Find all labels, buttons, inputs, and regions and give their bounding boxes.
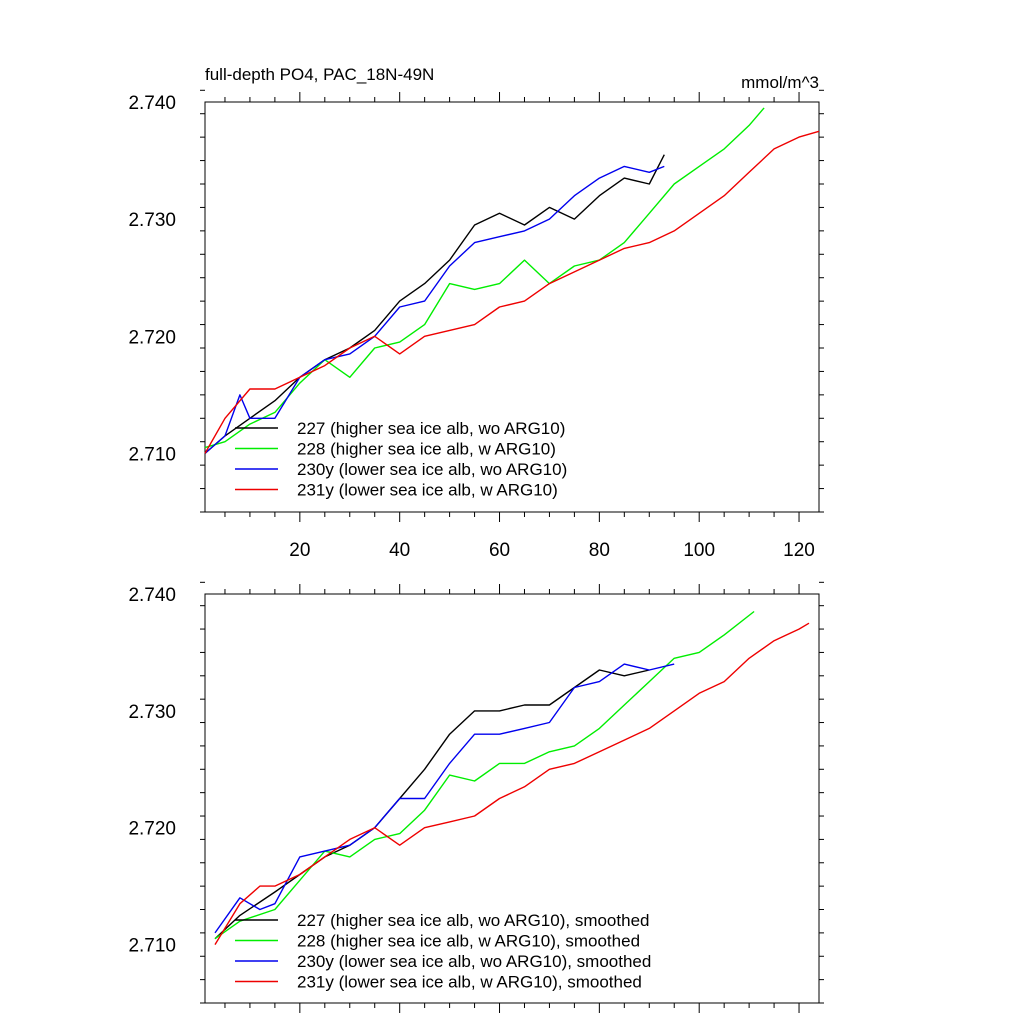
legend-label: 231y (lower sea ice alb, w ARG10), smoot… <box>297 973 642 992</box>
plot-frame <box>204 593 820 1004</box>
x-tick-label: 40 <box>389 540 410 561</box>
x-tick-label: 120 <box>783 540 815 561</box>
series-line-230y <box>214 663 675 934</box>
series-line-228 <box>214 610 755 940</box>
y-tick-label: 2.720 <box>128 327 176 348</box>
legend-label: 228 (higher sea ice alb, w ARG10), smoot… <box>297 932 640 951</box>
units-label: mmol/m^3 <box>741 73 819 92</box>
x-tick-label: 100 <box>683 540 715 561</box>
legend-label: 227 (higher sea ice alb, wo ARG10), smoo… <box>297 911 649 930</box>
series-line-231y <box>204 130 820 454</box>
legend-label: 230y (lower sea ice alb, wo ARG10) <box>297 460 567 479</box>
legend-label: 227 (higher sea ice alb, wo ARG10) <box>297 419 565 438</box>
panel-top: 2.710 2.720 2.730 2.740 20 40 60 80 100 120 227 (h… <box>128 89 824 561</box>
panel-bottom: 2.710 2.720 2.730 2.740 227 (higher sea ice … <box>128 581 824 1013</box>
legend-label: 230y (lower sea ice alb, wo ARG10), smoo… <box>297 952 651 971</box>
y-tick-label: 2.710 <box>128 444 176 465</box>
legend-label: 228 (higher sea ice alb, w ARG10) <box>297 440 556 459</box>
series-line-231y <box>214 622 810 945</box>
y-tick-label: 2.730 <box>128 210 176 231</box>
y-tick-label: 2.740 <box>128 585 176 606</box>
series-line-230y <box>204 165 665 454</box>
y-tick-label: 2.720 <box>128 819 176 840</box>
chart-title: full-depth PO4, PAC_18N-49N <box>205 65 434 84</box>
series-line-227 <box>204 154 665 454</box>
y-tick-label: 2.730 <box>128 702 176 723</box>
x-tick-label: 60 <box>489 540 510 561</box>
legend-label: 231y (lower sea ice alb, w ARG10) <box>297 481 558 500</box>
series-line-228 <box>204 107 765 449</box>
y-tick-label: 2.710 <box>128 936 176 957</box>
x-tick-label: 20 <box>289 540 310 561</box>
plot-frame <box>204 101 820 513</box>
x-tick-label: 80 <box>589 540 610 561</box>
y-tick-label: 2.740 <box>128 93 176 114</box>
series-line-227 <box>214 669 650 940</box>
